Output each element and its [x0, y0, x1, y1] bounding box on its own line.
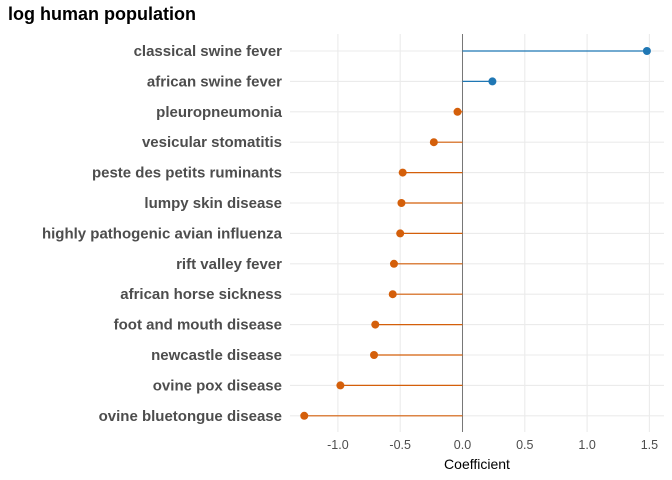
category-label: african horse sickness — [120, 286, 282, 303]
x-tick-label: -1.0 — [327, 438, 349, 452]
lollipop-point — [453, 107, 462, 116]
category-label: highly pathogenic avian influenza — [42, 225, 283, 242]
category-label: classical swine fever — [134, 43, 283, 60]
lollipop-point — [371, 320, 380, 329]
lollipop-point — [336, 381, 345, 390]
category-labels: classical swine fever african swine fever… — [42, 43, 283, 425]
x-tick-label: -0.5 — [389, 438, 411, 452]
lollipop-point — [398, 168, 407, 177]
category-label: peste des petits ruminants — [92, 165, 282, 182]
mark-layer — [300, 47, 651, 420]
lollipop-point — [389, 259, 398, 268]
category-label: lumpy skin disease — [144, 195, 282, 212]
category-label: ovine bluetongue disease — [99, 408, 282, 425]
chart-title: log human population — [8, 4, 196, 24]
lollipop-point — [429, 138, 438, 147]
x-tick-label: 0.5 — [516, 438, 533, 452]
lollipop-point — [370, 351, 379, 359]
category-label: rift valley fever — [176, 256, 282, 273]
lollipop-point — [396, 229, 405, 238]
category-label: newcastle disease — [151, 347, 282, 364]
x-tick-label: 0.0 — [454, 438, 471, 452]
x-tick-label: 1.0 — [578, 438, 595, 452]
grid-layer — [290, 34, 664, 432]
lollipop-point — [488, 77, 497, 86]
category-label: ovine pox disease — [153, 377, 282, 394]
category-label: foot and mouth disease — [114, 317, 282, 334]
lollipop-point — [397, 199, 406, 207]
category-label: vesicular stomatitis — [142, 134, 282, 151]
lollipop-point — [642, 47, 651, 55]
category-label: pleuropneumonia — [156, 104, 282, 121]
x-tick-label: 1.5 — [641, 438, 658, 452]
x-axis-title: Coefficient — [444, 456, 510, 472]
category-label: african swine fever — [147, 73, 282, 90]
x-tick-labels: -1.0 -0.5 0.0 0.5 1.0 1.5 — [327, 438, 658, 452]
lollipop-point — [300, 411, 309, 420]
lollipop-point — [388, 290, 397, 299]
